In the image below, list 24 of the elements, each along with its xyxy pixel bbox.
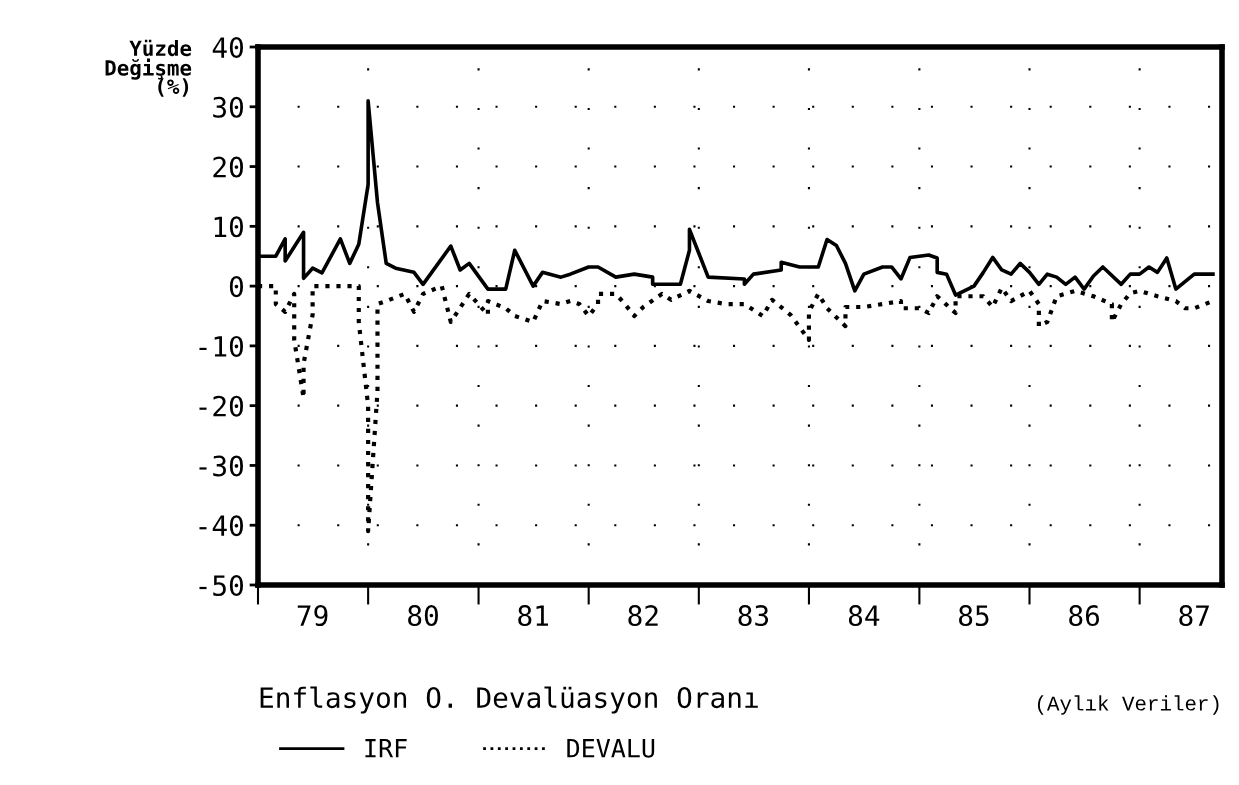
text: (Aylık Veriler) — [1037, 695, 1219, 715]
x-tick-label: 81 — [518, 605, 549, 627]
x-tick-label: 84 — [848, 605, 880, 627]
y-tick-label: -20 — [199, 395, 244, 417]
y-tick-label: 30 — [213, 96, 243, 118]
y-axis-title: Yüzde Değişme (%) — [105, 39, 192, 97]
x-tick-label: 85 — [959, 605, 989, 627]
y-tick-label: 20 — [213, 156, 243, 178]
y-tick-label: 40 — [212, 37, 243, 59]
x-tick-label: 87 — [1179, 605, 1209, 627]
legend-label: DEVALU — [567, 739, 655, 758]
legend-label: IRF — [365, 739, 407, 758]
text: Enflasyon O. Devalüasyon Oranı — [260, 686, 758, 714]
x-tick-label: 86 — [1069, 605, 1100, 627]
y-tick-label: -30 — [199, 455, 244, 477]
y-tick-label: -10 — [199, 335, 244, 357]
y-tick-label: 0 — [229, 276, 243, 298]
x-tick-label: 79 — [297, 605, 328, 627]
x-tick-label: 83 — [738, 605, 769, 627]
y-tick-label: 10 — [214, 216, 243, 238]
y-tick-label: -50 — [199, 575, 244, 597]
x-tick-label: 82 — [628, 605, 658, 627]
x-tick-label: 80 — [408, 605, 438, 627]
y-tick-label: -40 — [199, 515, 244, 537]
